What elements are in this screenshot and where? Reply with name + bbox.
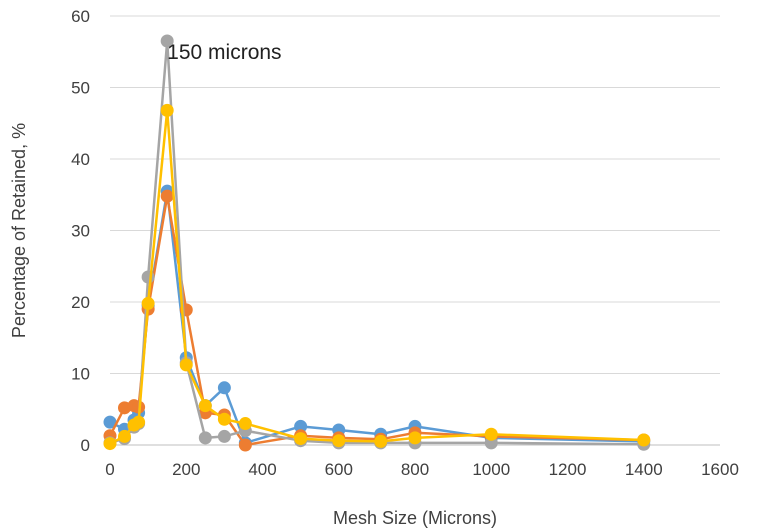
y-tick-label: 20	[71, 293, 90, 312]
data-point	[103, 415, 117, 429]
y-tick-label: 0	[81, 436, 90, 455]
x-tick-label: 600	[325, 460, 353, 479]
y-tick-label: 60	[71, 7, 90, 26]
data-point	[217, 412, 231, 426]
data-point	[117, 429, 131, 443]
x-tick-label: 1000	[472, 460, 510, 479]
data-point	[132, 415, 146, 429]
series-line	[109, 39, 644, 446]
data-point	[294, 432, 308, 446]
data-point	[238, 438, 252, 452]
x-tick-label: 800	[401, 460, 429, 479]
data-point	[238, 417, 252, 431]
y-tick-label: 40	[71, 150, 90, 169]
y-tick-label: 50	[71, 79, 90, 98]
data-point	[217, 429, 231, 443]
x-tick-label: 0	[105, 460, 114, 479]
series-line	[109, 109, 644, 445]
data-point	[160, 34, 174, 48]
x-axis-title: Mesh Size (Microns)	[333, 508, 497, 528]
data-point	[484, 427, 498, 441]
series-2	[103, 189, 651, 452]
data-point	[332, 434, 346, 448]
x-tick-label: 1400	[625, 460, 663, 479]
series-4	[103, 103, 651, 451]
data-point	[198, 399, 212, 413]
y-tick-label: 10	[71, 365, 90, 384]
x-tick-label: 1600	[701, 460, 739, 479]
data-point	[374, 434, 388, 448]
data-point	[294, 419, 308, 433]
series-group	[103, 34, 651, 452]
gridlines	[110, 15, 720, 374]
data-point	[141, 270, 155, 284]
data-point	[141, 296, 155, 310]
y-tick-label: 30	[71, 222, 90, 241]
annotation-label: 150 microns	[167, 41, 281, 64]
x-tick-label: 200	[172, 460, 200, 479]
x-tick-label: 1200	[549, 460, 587, 479]
data-point	[408, 431, 422, 445]
annotations: 150 microns	[167, 41, 281, 64]
data-point	[103, 437, 117, 451]
data-point	[160, 103, 174, 117]
data-point	[198, 431, 212, 445]
y-axis-title: Percentage of Retained, %	[9, 123, 29, 338]
data-point	[179, 358, 193, 372]
data-point	[637, 433, 651, 447]
series-line	[108, 194, 644, 447]
data-point	[217, 381, 231, 395]
series-1	[103, 184, 651, 450]
series-line	[109, 189, 644, 445]
data-point	[160, 189, 174, 203]
x-tick-label: 400	[248, 460, 276, 479]
series-3	[103, 34, 651, 451]
